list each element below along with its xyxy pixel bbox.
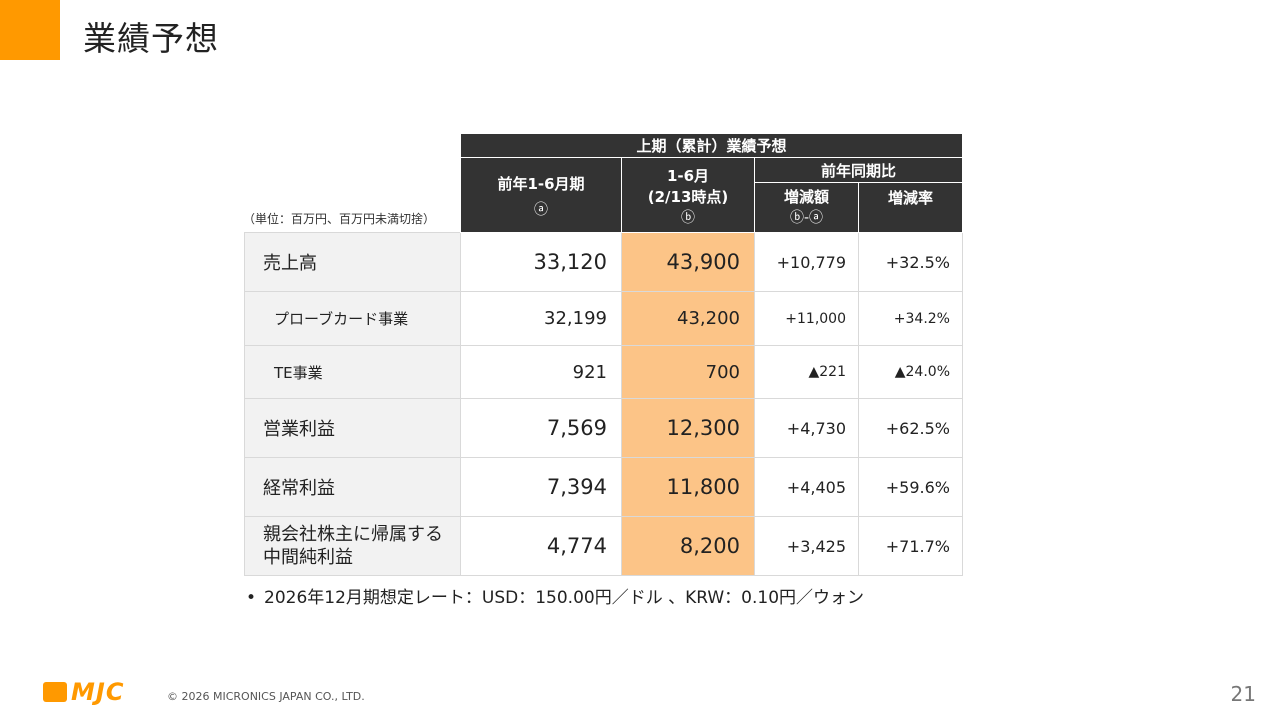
page-title: 業績予想 bbox=[83, 19, 219, 58]
table-row-operating-profit: 営業利益 7,569 12,300 +4,730 +62.5% bbox=[244, 398, 963, 458]
value-prev: 7,394 bbox=[460, 457, 622, 517]
value-current: 8,200 bbox=[621, 516, 755, 576]
column-header-diff-mark: ⓑ-ⓐ bbox=[789, 210, 824, 227]
table-row-sales: 売上高 33,120 43,900 +10,779 +32.5% bbox=[244, 232, 963, 292]
table-row-net-income: 親会社株主に帰属する 中間純利益 4,774 8,200 +3,425 +71.… bbox=[244, 516, 963, 576]
value-diff: ▲221 bbox=[754, 345, 859, 399]
column-header-current-sub: (2/13時点) bbox=[647, 187, 729, 206]
exchange-rate-note: • 2026年12月期想定レート：USD：150.00円／ドル 、KRW：0.10… bbox=[246, 583, 864, 608]
row-label: 親会社株主に帰属する 中間純利益 bbox=[244, 516, 461, 576]
exchange-rate-text: 2026年12月期想定レート：USD：150.00円／ドル 、KRW：0.10円… bbox=[264, 588, 865, 608]
title-accent-bar bbox=[0, 0, 60, 60]
row-label: TE事業 bbox=[244, 345, 461, 399]
table-row-ordinary-profit: 経常利益 7,394 11,800 +4,405 +59.6% bbox=[244, 457, 963, 517]
value-current: 43,900 bbox=[621, 232, 755, 292]
forecast-table: 上期（累計）業績予想 前年1-6月期 ⓐ 1-6月 (2/13時点) ⓑ 前年同… bbox=[244, 133, 963, 576]
column-header-current-label: 1-6月 bbox=[666, 167, 710, 186]
value-diff: +4,405 bbox=[754, 457, 859, 517]
table-header-title: 上期（累計）業績予想 bbox=[460, 133, 963, 158]
value-diff: +4,730 bbox=[754, 398, 859, 458]
row-label-line2: 中間純利益 bbox=[263, 547, 353, 568]
copyright: © 2026 MICRONICS JAPAN CO., LTD. bbox=[167, 690, 365, 703]
table-row-te: TE事業 921 700 ▲221 ▲24.0% bbox=[244, 345, 963, 399]
column-header-current-mark: ⓑ bbox=[681, 209, 695, 226]
row-label: プローブカード事業 bbox=[244, 291, 461, 346]
row-label: 営業利益 bbox=[244, 398, 461, 458]
column-header-diff: 増減額 ⓑ-ⓐ bbox=[754, 182, 859, 233]
value-prev: 4,774 bbox=[460, 516, 622, 576]
value-rate: +71.7% bbox=[858, 516, 963, 576]
value-rate: +59.6% bbox=[858, 457, 963, 517]
column-header-yoy: 前年同期比 bbox=[754, 157, 963, 183]
table-row-probe-card: プローブカード事業 32,199 43,200 +11,000 +34.2% bbox=[244, 291, 963, 346]
company-logo: MJC bbox=[43, 678, 125, 706]
value-current: 11,800 bbox=[621, 457, 755, 517]
value-rate: +62.5% bbox=[858, 398, 963, 458]
value-current: 12,300 bbox=[621, 398, 755, 458]
value-current: 43,200 bbox=[621, 291, 755, 346]
value-diff: +11,000 bbox=[754, 291, 859, 346]
value-prev: 921 bbox=[460, 345, 622, 399]
page-number: 21 bbox=[1230, 682, 1256, 706]
unit-note: （単位：百万円、百万円未満切捨） bbox=[243, 212, 436, 226]
row-label: 経常利益 bbox=[244, 457, 461, 517]
value-diff: +10,779 bbox=[754, 232, 859, 292]
value-current: 700 bbox=[621, 345, 755, 399]
table-corner bbox=[245, 134, 461, 233]
column-header-prev-mark: ⓐ bbox=[534, 201, 548, 218]
logo-text: MJC bbox=[71, 678, 125, 706]
value-rate: +32.5% bbox=[858, 232, 963, 292]
bullet-icon: • bbox=[246, 588, 257, 608]
column-header-diff-label: 増減額 bbox=[783, 187, 829, 206]
value-diff: +3,425 bbox=[754, 516, 859, 576]
logo-mark-icon bbox=[43, 682, 67, 702]
row-label: 売上高 bbox=[244, 232, 461, 292]
value-rate: ▲24.0% bbox=[858, 345, 963, 399]
value-rate: +34.2% bbox=[858, 291, 963, 346]
column-header-prev: 前年1-6月期 ⓐ bbox=[460, 157, 622, 233]
value-prev: 32,199 bbox=[460, 291, 622, 346]
column-header-prev-label: 前年1-6月期 bbox=[497, 175, 585, 194]
column-header-rate: 増減率 bbox=[858, 182, 963, 233]
row-label-line1: 親会社株主に帰属する bbox=[263, 523, 443, 545]
value-prev: 7,569 bbox=[460, 398, 622, 458]
value-prev: 33,120 bbox=[460, 232, 622, 292]
column-header-current: 1-6月 (2/13時点) ⓑ bbox=[621, 157, 755, 233]
